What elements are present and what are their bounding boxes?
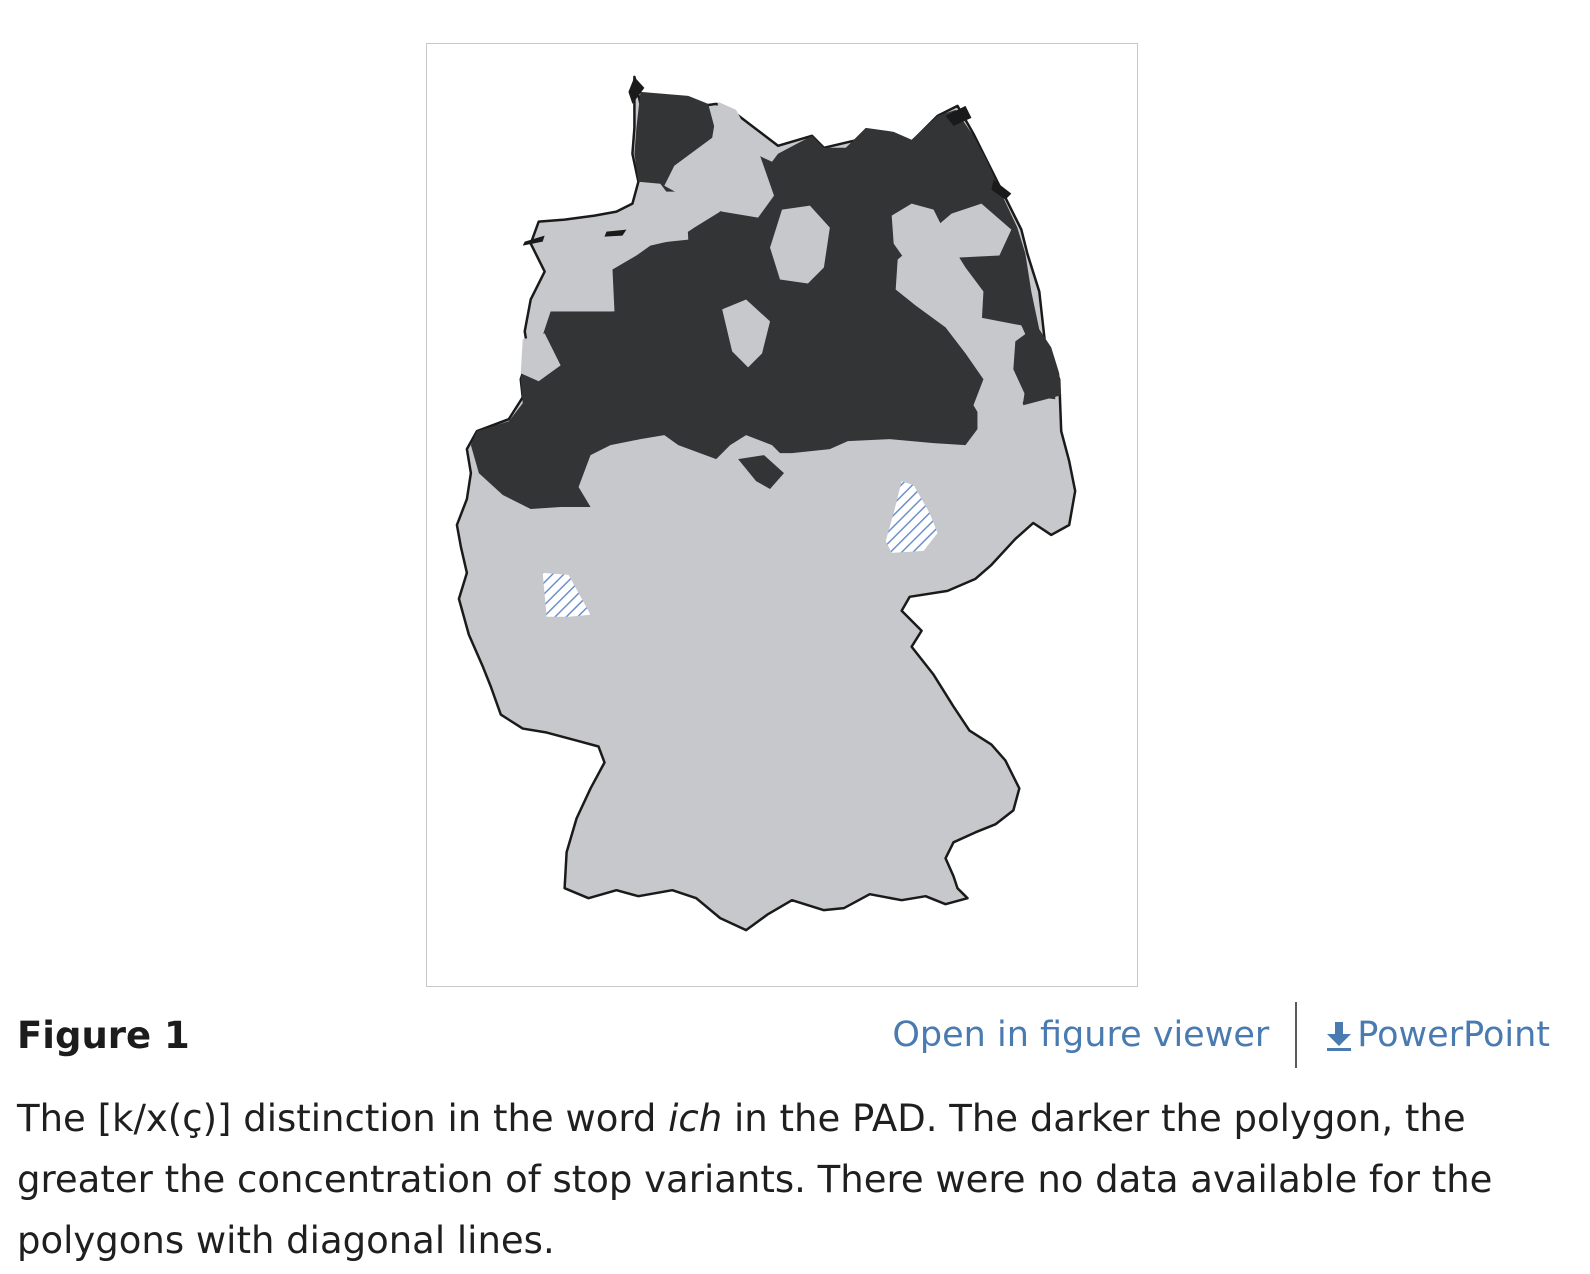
- map-island: [945, 105, 972, 126]
- figure-actions: Open in figure viewer PowerPoint: [892, 1002, 1550, 1068]
- map-light-polygon: [895, 203, 1032, 426]
- caption-text-end: in the PAD. The darker the polygon, the …: [17, 1097, 1493, 1262]
- figure-caption: The [k/x(ç)] distinction in the word ich…: [17, 1088, 1560, 1271]
- caption-emphasis: ich: [668, 1097, 723, 1140]
- caption-text-start: The [k/x(ç)] distinction in the word: [17, 1097, 669, 1140]
- map-light-polygon: [544, 255, 613, 312]
- map-light-polygon: [722, 299, 771, 368]
- map-island: [991, 179, 1012, 200]
- map-no-data-polygon: [542, 572, 591, 617]
- open-figure-viewer-link[interactable]: Open in figure viewer: [892, 1015, 1270, 1055]
- map-light-polygon: [626, 199, 689, 244]
- figure-bar: Figure 1 Open in figure viewer PowerPoin…: [17, 1002, 1550, 1068]
- figure-label: Figure 1: [17, 1013, 190, 1057]
- map-island: [628, 76, 645, 104]
- map-dark-region-north: [470, 91, 1062, 510]
- figure-image[interactable]: [426, 43, 1138, 987]
- download-arrow-icon: [1323, 1018, 1355, 1052]
- map-dark-polygon: [738, 455, 784, 490]
- map-light-polygon: [520, 333, 561, 382]
- map-island: [522, 235, 545, 246]
- map-island: [604, 229, 627, 237]
- divider: [1295, 1002, 1298, 1068]
- powerpoint-download-link[interactable]: PowerPoint: [1323, 1015, 1550, 1055]
- powerpoint-label: PowerPoint: [1357, 1015, 1550, 1055]
- map-no-data-polygon: [885, 481, 938, 553]
- germany-map: [455, 75, 1077, 932]
- map-dark-polygon: [1013, 325, 1056, 400]
- map-light-polygon: [664, 101, 775, 218]
- map-light-polygon: [770, 205, 830, 284]
